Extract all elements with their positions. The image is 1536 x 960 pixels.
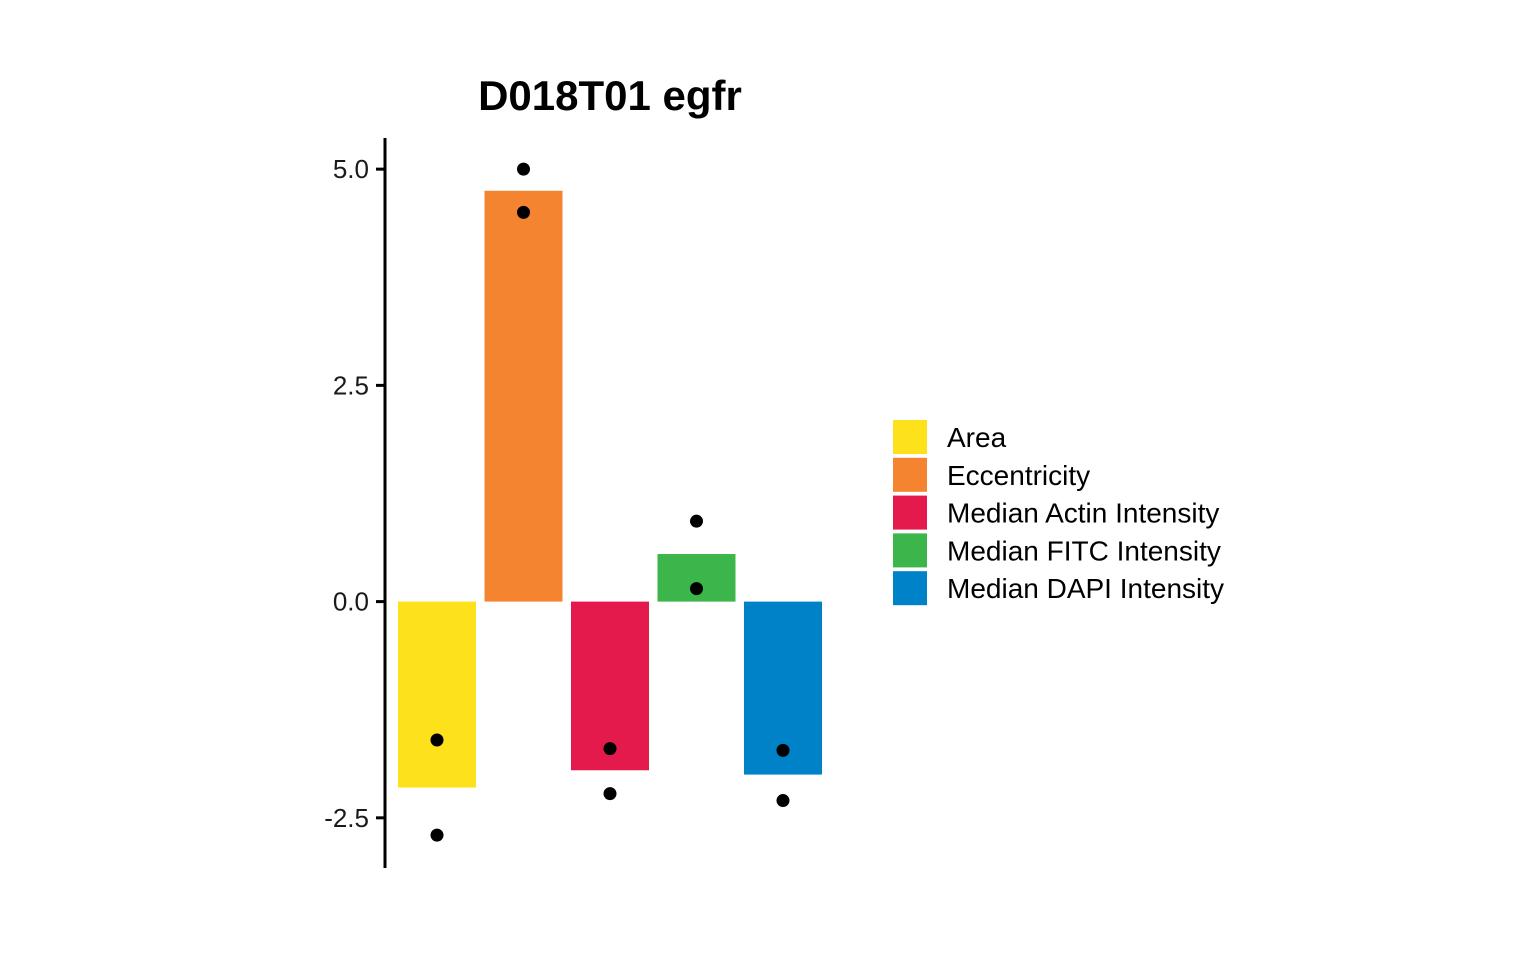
data-point [776, 743, 790, 757]
data-point [517, 205, 530, 219]
data-point [517, 162, 530, 176]
legend-key-area [893, 420, 927, 454]
chart-title: D018T01 egfr [478, 72, 742, 119]
legend-key-median-fitc-intensity [893, 533, 927, 568]
bars [398, 190, 822, 788]
legend-label-median-actin-intensity: Median Actin Intensity [947, 498, 1219, 529]
legend-label-median-fitc-intensity: Median FITC Intensity [947, 535, 1221, 566]
data-point [430, 828, 444, 842]
legend: Area Eccentricity Median Actin Intensity Me… [893, 420, 1224, 606]
legend-label-eccentricity: Eccentricity [947, 460, 1090, 491]
data-point [430, 733, 444, 747]
y-tick-label: -2.5 [324, 803, 369, 833]
bar-area [398, 601, 476, 788]
legend-key-median-dapi-intensity [893, 571, 927, 606]
legend-key-median-actin-intensity [893, 495, 927, 530]
legend-label-median-dapi-intensity: Median DAPI Intensity [947, 573, 1224, 604]
y-tick-label: 5.0 [333, 154, 369, 184]
data-point [690, 582, 703, 596]
data-point [690, 514, 703, 528]
y-axis: -2.5 0.0 2.5 5.0 [324, 138, 387, 868]
data-points [430, 162, 790, 842]
legend-label-area: Area [947, 422, 1007, 453]
y-tick-label: 2.5 [333, 370, 369, 400]
data-point [776, 794, 790, 808]
data-point [603, 742, 617, 756]
y-tick-label: 0.0 [333, 587, 369, 617]
bar-eccentricity [484, 190, 563, 602]
data-point [603, 787, 617, 801]
legend-key-eccentricity [893, 457, 927, 492]
